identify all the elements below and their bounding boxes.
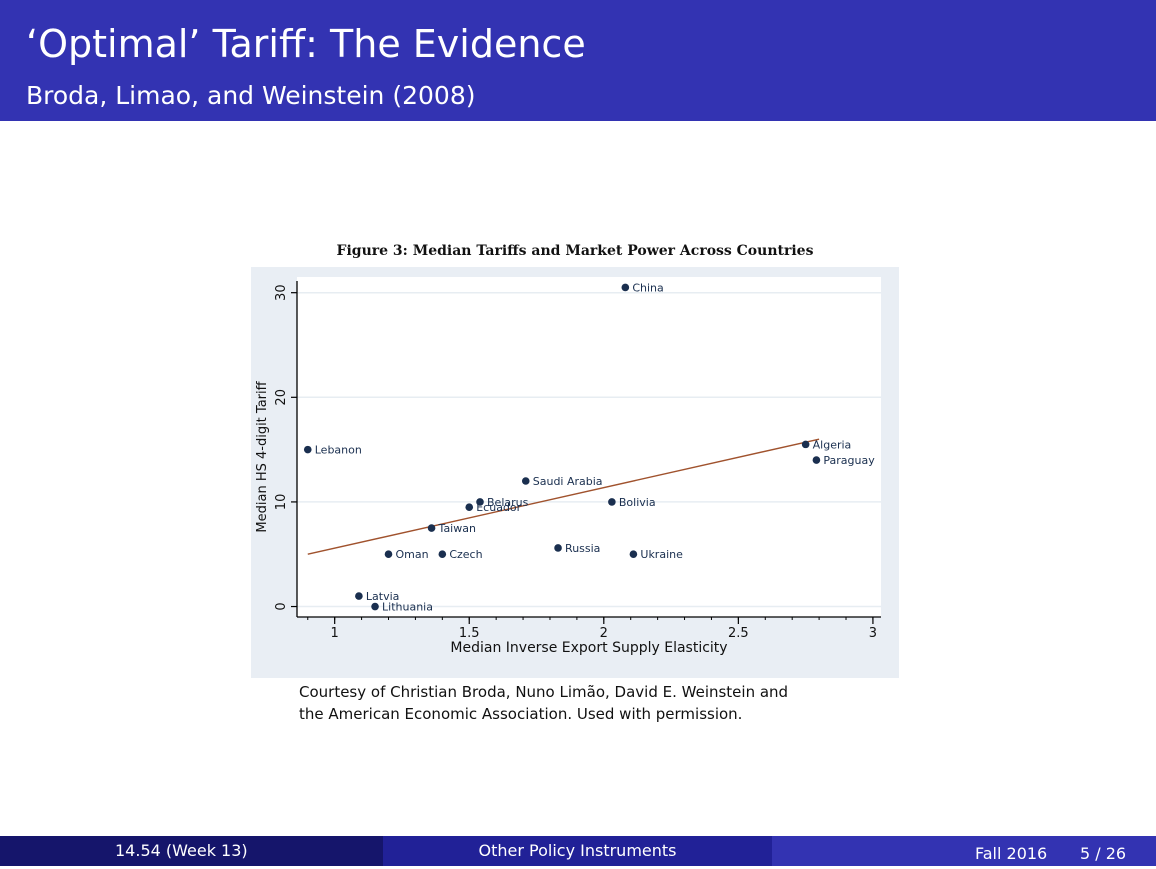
point-algeria [801,440,810,449]
point-russia [554,544,562,552]
point-label-ukraine: Ukraine [640,548,683,561]
point-label-russia: Russia [565,542,600,555]
point-belarus [476,498,484,506]
point-label-paraguay: Paraguay [823,454,875,467]
x-tick-label-0: 1 [331,626,339,641]
x-tick-label-1: 1.5 [459,626,480,641]
footer-term: Fall 2016 [975,844,1048,863]
x-tick-label-3: 2.5 [728,626,749,641]
slide-header: ‘Optimal’ Tariff: The Evidence Broda, Li… [0,0,1156,121]
footer-topic: Other Policy Instruments [478,841,677,860]
point-label-bolivia: Bolivia [619,496,656,509]
point-lithuania [371,602,379,611]
point-paraguay [812,456,821,464]
point-label-lebanon: Lebanon [315,444,362,457]
point-label-ecuador: Ecuador [476,501,521,514]
point-label-oman: Oman [396,548,429,561]
caption-line-1: Courtesy of Christian Broda, Nuno Limão,… [299,683,789,701]
figure-title: Figure 3: Median Tariffs and Market Powe… [336,243,814,259]
point-china [621,283,630,292]
y-tick-label-0: 0 [274,602,289,610]
x-tick-label-4: 3 [869,626,877,641]
figure-caption: Courtesy of Christian Broda, Nuno Limão,… [299,681,859,725]
chart-container: 0 10 20 30 1 1.5 2 2.5 3 Median Inverse Export Su… [251,267,899,678]
fit-line [307,438,820,555]
point-czech [438,550,447,559]
y-tick-label-3: 30 [274,284,289,301]
point-label-algeria: Algeria [813,438,852,451]
caption-line-2: the American Economic Association. Used … [299,705,743,723]
point-label-czech: Czech [449,548,482,561]
point-label-saudi-arabia: Saudi Arabia [533,475,603,488]
footer-topic-section: Other Policy Instruments [383,836,772,866]
point-saudi-arabia [521,477,530,485]
point-label-latvia: Latvia [366,590,400,603]
y-tick-label-2: 20 [274,389,289,406]
point-taiwan [427,524,436,532]
plot-area [297,277,881,617]
point-ecuador [465,503,474,511]
point-ukraine [629,550,638,559]
point-label-lithuania: Lithuania [382,601,433,614]
point-bolivia [608,498,616,506]
footer-page-section: Fall 2016 5 / 26 [772,836,1156,866]
footer-page-number: 5 / 26 [1080,844,1127,863]
slide-footer: 14.54 (Week 13) Other Policy Instruments… [0,836,1156,866]
y-axis-title: Median HS 4-digit Tariff [255,380,270,532]
point-label-belarus: Belarus [487,496,529,509]
point-lebanon [303,445,312,454]
footer-course-section: 14.54 (Week 13) [0,836,383,866]
point-latvia [355,592,363,600]
x-tick-label-2: 2 [600,626,608,641]
point-label-taiwan: Taiwan [438,522,476,535]
point-label-china: China [632,281,663,294]
point-oman [384,550,393,559]
slide-title: ‘Optimal’ Tariff: The Evidence [26,22,586,66]
footer-course: 14.54 (Week 13) [115,841,248,860]
slide-subtitle: Broda, Limao, and Weinstein (2008) [26,81,476,110]
y-tick-label-1: 10 [274,494,289,511]
x-axis-title: Median Inverse Export Supply Elasticity [450,640,727,656]
scatter-chart: 0 10 20 30 1 1.5 2 2.5 3 Median Inverse Export Su… [255,277,881,656]
